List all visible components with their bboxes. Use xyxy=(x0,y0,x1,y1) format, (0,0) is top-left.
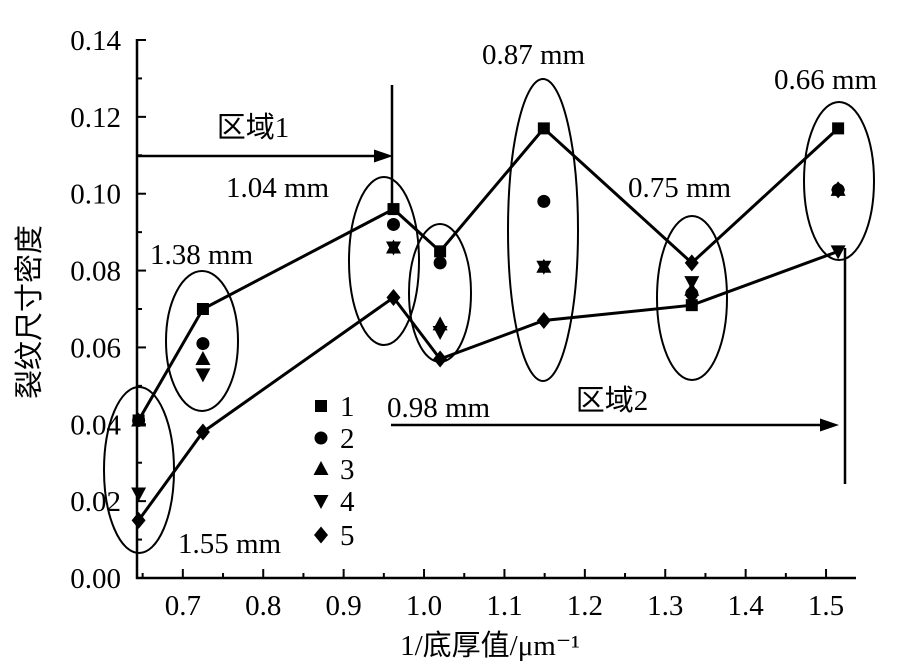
data-point-series-1 xyxy=(685,299,698,312)
data-point-series-1 xyxy=(387,203,400,216)
data-point-series-5 xyxy=(131,511,146,529)
x-tick-label: 1.3 xyxy=(647,590,683,622)
data-point-series-4 xyxy=(195,368,211,383)
x-tick-label: 0.9 xyxy=(326,590,362,622)
data-point-series-4 xyxy=(830,245,846,260)
legend: 1 2 3 4 5 xyxy=(313,391,355,552)
data-point-series-5 xyxy=(831,181,846,199)
data-point-series-1 xyxy=(196,303,209,315)
trend-line xyxy=(137,249,839,522)
group-ellipse xyxy=(803,101,875,261)
data-point-series-2 xyxy=(433,256,447,270)
y-tick-label: 0.08 xyxy=(70,256,121,288)
x-tick-label: 1.5 xyxy=(808,590,844,622)
y-tick-label: 0.06 xyxy=(70,332,121,364)
data-point-series-5 xyxy=(433,350,448,368)
group-label: 1.55 mm xyxy=(178,528,282,560)
x-tick-label: 1.4 xyxy=(728,590,765,622)
y-tick-label: 0.14 xyxy=(70,25,121,57)
data-point-series-5 xyxy=(684,254,699,272)
legend-triangle-down-icon xyxy=(313,495,329,509)
y-axis-label: 裂纹尺寸密度 xyxy=(13,225,46,399)
legend-diamond-icon xyxy=(314,526,328,544)
y-tick-label: 0.12 xyxy=(70,102,121,134)
data-point-series-2 xyxy=(537,194,551,208)
data-point-series-4 xyxy=(684,276,700,291)
legend-label: 2 xyxy=(340,423,355,455)
legend-triangle-up-icon xyxy=(313,461,329,475)
x-tick-label: 1.1 xyxy=(486,590,522,622)
y-tick-label: 0.10 xyxy=(70,179,121,211)
data-point-series-4 xyxy=(432,326,448,341)
data-point-series-5 xyxy=(195,423,210,441)
x-tick-label: 0.7 xyxy=(165,590,201,622)
legend-square-icon xyxy=(315,400,327,412)
legend-label: 4 xyxy=(340,486,355,518)
group-ellipses xyxy=(103,78,875,554)
data-point-series-5 xyxy=(386,288,401,306)
x-tick-label: 1.0 xyxy=(406,590,442,622)
group-label: 0.87 mm xyxy=(482,39,586,71)
group-label: 1.38 mm xyxy=(150,239,254,271)
data-point-series-1 xyxy=(537,122,550,135)
region-label: 区域1 xyxy=(217,111,290,144)
data-point-series-4 xyxy=(131,487,147,502)
region-1-marker: 区域1 xyxy=(137,85,394,205)
data-point-series-2 xyxy=(386,217,400,231)
data-points xyxy=(131,122,846,529)
region-label: 区域2 xyxy=(576,384,649,417)
data-point-series-4 xyxy=(385,241,401,256)
group-ellipse xyxy=(348,176,420,346)
y-tick-label: 0.04 xyxy=(70,409,121,441)
legend-label: 1 xyxy=(340,391,355,423)
data-point-series-3 xyxy=(131,412,147,427)
x-tick-label: 0.8 xyxy=(245,590,281,622)
region-2-marker: 区域2 xyxy=(391,248,847,484)
x-axis-label: 1/底厚值/μm⁻¹ xyxy=(400,629,580,662)
data-point-series-2 xyxy=(196,337,210,351)
legend-label: 5 xyxy=(340,520,355,552)
group-ellipse xyxy=(507,78,579,382)
legend-label: 3 xyxy=(340,454,355,486)
group-label: 0.75 mm xyxy=(628,172,732,204)
axis-ticks: 0.00 0.02 0.04 0.06 0.08 0.10 0.12 0.14 0.7 0.8 0.… xyxy=(70,25,844,622)
data-point-series-1 xyxy=(832,122,845,135)
y-tick-label: 0.00 xyxy=(70,563,121,595)
group-ellipse xyxy=(656,215,728,381)
data-point-series-1 xyxy=(434,245,447,258)
group-ellipse xyxy=(408,223,472,363)
y-tick-label: 0.02 xyxy=(70,486,121,518)
data-point-series-5 xyxy=(536,312,551,330)
group-label: 0.66 mm xyxy=(774,64,878,96)
arrow-head-icon xyxy=(820,418,839,432)
data-point-series-3 xyxy=(195,350,211,365)
data-point-series-4 xyxy=(536,260,552,275)
legend-circle-icon xyxy=(314,431,328,445)
arrow-head-icon xyxy=(374,149,393,163)
x-tick-label: 1.2 xyxy=(567,590,603,622)
group-ellipse xyxy=(165,270,239,412)
group-label: 0.98 mm xyxy=(387,392,491,424)
group-label: 1.04 mm xyxy=(226,172,330,204)
